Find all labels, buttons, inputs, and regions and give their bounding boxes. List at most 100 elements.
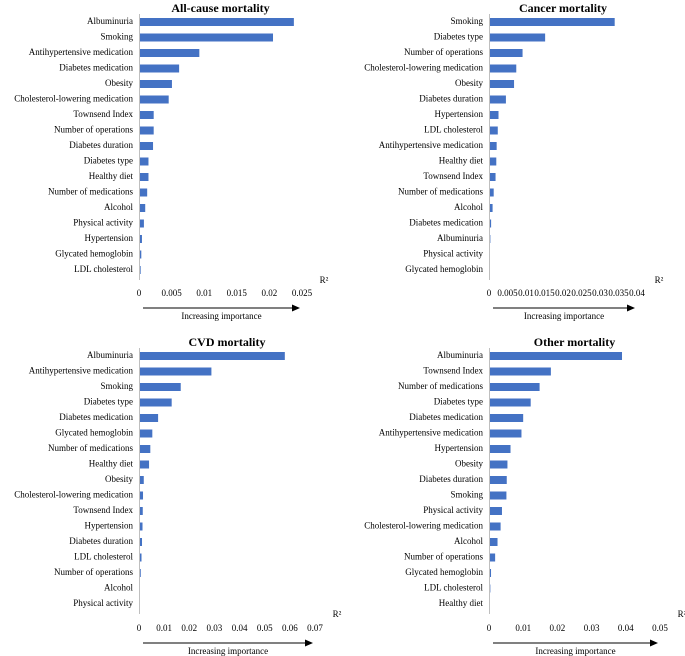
chart-title: All-cause mortality bbox=[171, 1, 269, 15]
category-label: Hypertension bbox=[435, 109, 484, 119]
x-tick-label: 0.005 bbox=[161, 288, 182, 298]
bar bbox=[490, 569, 492, 577]
category-label: Diabetes duration bbox=[69, 536, 133, 546]
bar bbox=[140, 352, 285, 360]
bar bbox=[140, 522, 143, 531]
category-label: Number of operations bbox=[404, 47, 483, 57]
category-label: Townsend Index bbox=[73, 109, 133, 119]
category-label: Number of medications bbox=[398, 187, 483, 197]
category-label: Smoking bbox=[100, 381, 133, 391]
bar bbox=[140, 476, 144, 484]
x-tick-label: 0.04 bbox=[618, 623, 634, 633]
x-tick-label: 0.02 bbox=[555, 288, 571, 298]
category-label: Diabetes medication bbox=[59, 412, 133, 422]
x-tick-label: 0.06 bbox=[282, 623, 298, 633]
chart-panel-1: All-cause mortality Albuminuria Smoking Ant… bbox=[14, 1, 328, 321]
bar bbox=[490, 414, 524, 422]
x-tick-label: 0 bbox=[137, 623, 142, 633]
x-axis-label: Increasing importance bbox=[188, 646, 268, 656]
x-tick-label: 0 bbox=[487, 288, 492, 298]
category-label: Glycated hemoglobin bbox=[405, 567, 483, 577]
bar bbox=[140, 491, 144, 500]
category-label: Antihypertensive medication bbox=[379, 140, 484, 150]
bar bbox=[140, 460, 150, 469]
bar bbox=[140, 367, 212, 376]
category-label: LDL cholesterol bbox=[74, 552, 133, 562]
category-label: Physical activity bbox=[73, 598, 133, 608]
category-label: Physical activity bbox=[73, 218, 133, 228]
category-label: Diabetes type bbox=[84, 397, 133, 407]
category-label: Cholesterol-lowering medication bbox=[14, 490, 133, 500]
bar bbox=[490, 188, 494, 197]
bar bbox=[140, 111, 154, 119]
category-label: Number of operations bbox=[404, 552, 483, 562]
bar bbox=[140, 383, 181, 391]
category-label: Diabetes type bbox=[434, 397, 483, 407]
category-label: Glycated hemoglobin bbox=[405, 264, 483, 274]
category-label: Hypertension bbox=[435, 443, 484, 453]
category-label: Alcohol bbox=[104, 202, 133, 212]
category-label: Physical activity bbox=[423, 505, 483, 515]
bar bbox=[490, 33, 546, 42]
category-label: Number of medications bbox=[48, 187, 133, 197]
x-tick-label: 0.015 bbox=[534, 288, 555, 298]
category-label: Healthy diet bbox=[439, 598, 484, 608]
category-label: Diabetes duration bbox=[69, 140, 133, 150]
bar bbox=[490, 352, 623, 360]
category-label: Healthy diet bbox=[89, 459, 134, 469]
category-label: Number of operations bbox=[54, 125, 133, 135]
arrow-head-icon bbox=[305, 639, 313, 647]
arrow-head-icon bbox=[627, 304, 635, 312]
bar bbox=[140, 18, 294, 26]
category-label: Diabetes duration bbox=[419, 94, 483, 104]
bar bbox=[140, 126, 154, 135]
x-tick-label: 0.005 bbox=[497, 288, 518, 298]
bar bbox=[490, 398, 531, 407]
x-tick-label: 0.01 bbox=[518, 288, 534, 298]
chart-title: CVD mortality bbox=[189, 335, 266, 349]
category-label: Townsend Index bbox=[423, 366, 483, 376]
x-tick-label: 0.03 bbox=[584, 623, 600, 633]
category-label: Hypertension bbox=[85, 233, 134, 243]
bar bbox=[140, 553, 142, 562]
bar bbox=[140, 188, 148, 197]
bar bbox=[490, 126, 498, 135]
category-label: Diabetes medication bbox=[409, 412, 483, 422]
bar bbox=[490, 538, 498, 546]
bar bbox=[490, 507, 502, 515]
category-label: Diabetes type bbox=[84, 156, 133, 166]
category-label: Albuminuria bbox=[437, 233, 483, 243]
x-tick-label: 0.01 bbox=[196, 288, 212, 298]
chart-title: Cancer mortality bbox=[519, 1, 607, 15]
chart-panel-2: Cancer mortality Smoking Diabetes type Numb… bbox=[364, 1, 663, 321]
chart-panel-3: CVD mortality Albuminuria Antihypertensive… bbox=[14, 335, 341, 656]
x-tick-label: 0 bbox=[487, 623, 492, 633]
x-tick-label: 0.025 bbox=[571, 288, 592, 298]
bar bbox=[140, 219, 144, 228]
bar bbox=[490, 383, 540, 391]
bar bbox=[140, 445, 151, 453]
arrow-head-icon bbox=[650, 639, 658, 647]
bar bbox=[490, 142, 497, 150]
category-label: Smoking bbox=[450, 490, 483, 500]
x-tick-label: 0.02 bbox=[262, 288, 278, 298]
bar bbox=[140, 250, 142, 259]
category-label: Hypertension bbox=[85, 521, 134, 531]
x-tick-label: 0 bbox=[137, 288, 142, 298]
category-label: Diabetes duration bbox=[419, 474, 483, 484]
bar bbox=[490, 80, 515, 88]
category-label: Alcohol bbox=[454, 536, 483, 546]
category-label: Obesity bbox=[105, 474, 133, 484]
category-label: Antihypertensive medication bbox=[379, 428, 484, 438]
category-label: Smoking bbox=[100, 32, 133, 42]
category-label: Healthy diet bbox=[439, 156, 484, 166]
bar bbox=[140, 142, 154, 150]
category-label: Obesity bbox=[105, 78, 133, 88]
chart-panel-4: Other mortality Albuminuria Townsend Index… bbox=[364, 335, 685, 656]
unit-label: R² bbox=[655, 275, 664, 285]
bar bbox=[140, 266, 141, 274]
bar bbox=[490, 553, 496, 562]
category-label: Diabetes medication bbox=[409, 218, 483, 228]
bar bbox=[490, 522, 501, 531]
